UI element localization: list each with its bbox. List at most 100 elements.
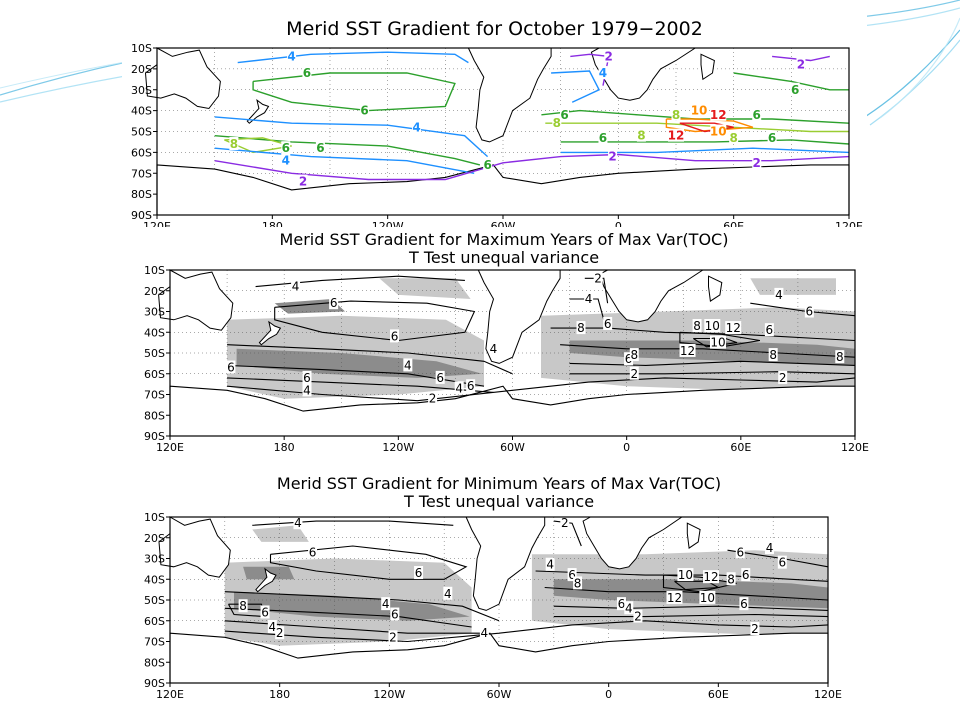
contour-label: 4 bbox=[599, 66, 607, 80]
contour-label: 8 bbox=[239, 599, 247, 613]
swoosh-stroke-4 bbox=[869, 39, 960, 126]
contour-label: 6 bbox=[360, 104, 368, 118]
contour-line-6 bbox=[224, 607, 472, 628]
y-tick-label: 40S bbox=[131, 105, 152, 118]
contour-label: 6 bbox=[618, 597, 626, 611]
contour-label-bg bbox=[403, 358, 413, 372]
contour-label-bg bbox=[624, 352, 634, 366]
contour-label-bg bbox=[752, 107, 762, 121]
contour-line-2 bbox=[772, 55, 830, 62]
contour-label-bg bbox=[293, 516, 303, 530]
contour-label: 8 bbox=[769, 348, 777, 362]
contour-label: 4 bbox=[287, 49, 295, 63]
contour-line-10 bbox=[665, 118, 754, 133]
contour-line-8 bbox=[224, 137, 292, 154]
contour-label-bg bbox=[778, 370, 788, 384]
contour-label-bg bbox=[584, 292, 594, 306]
contour-label-bg bbox=[412, 120, 421, 134]
contour-label: 8 bbox=[836, 350, 844, 364]
landmass-outline bbox=[158, 516, 231, 578]
contour-label-bg bbox=[633, 609, 643, 623]
contour-label: 4 bbox=[766, 541, 774, 555]
contour-label-bg bbox=[238, 599, 248, 613]
contour-label: 12 bbox=[703, 570, 718, 584]
contour-label-bg bbox=[608, 149, 618, 163]
contour-label: 6 bbox=[791, 83, 799, 97]
y-tick-label: 90S bbox=[144, 677, 165, 690]
contour-label-bg bbox=[260, 605, 270, 619]
contour-label-bg bbox=[275, 626, 285, 640]
x-tick-label: 120W bbox=[373, 688, 405, 701]
contour-label: 6 bbox=[560, 108, 568, 122]
contour-label-bg bbox=[466, 379, 476, 393]
contour-label: 4 bbox=[269, 620, 277, 634]
contour-label: 6 bbox=[599, 131, 607, 145]
contour-label: 2 bbox=[797, 58, 805, 72]
contour-label: 8 bbox=[230, 137, 238, 151]
contour-line-6 bbox=[269, 545, 468, 580]
contour-label: 2 bbox=[299, 175, 307, 189]
y-tick-label: 50S bbox=[131, 126, 152, 139]
contour-label-bg bbox=[388, 630, 398, 644]
y-tick-label: 60S bbox=[131, 146, 152, 159]
contour-label: 6 bbox=[604, 317, 612, 331]
contour-label-bg bbox=[454, 381, 464, 395]
contour-label-bg bbox=[765, 541, 775, 555]
y-tick-label: 10S bbox=[144, 264, 165, 277]
contour-label: 6 bbox=[766, 323, 774, 337]
landmass-outline bbox=[686, 522, 701, 549]
y-tick-label: 80S bbox=[144, 656, 165, 669]
y-tick-label: 60S bbox=[144, 368, 165, 381]
chart-panel-maximum-years: Merid SST Gradient for Maximum Years of … bbox=[133, 227, 875, 460]
contour-label: 6 bbox=[391, 608, 399, 622]
contour-label-bg bbox=[302, 66, 312, 80]
contour-label-bg bbox=[668, 128, 684, 142]
contour-label: 2 bbox=[751, 622, 759, 636]
x-tick-label: 180 bbox=[269, 688, 290, 701]
landmass-outline bbox=[258, 320, 282, 346]
contour-label-bg bbox=[616, 597, 626, 611]
contour-line-2 bbox=[584, 277, 609, 304]
y-tick-label: 50S bbox=[144, 594, 165, 607]
contour-label: 6 bbox=[625, 352, 633, 366]
x-tick-label: 120E bbox=[814, 688, 842, 701]
x-tick-label: 0 bbox=[605, 688, 612, 701]
y-tick-label: 30S bbox=[144, 553, 165, 566]
contour-line-4 bbox=[569, 371, 856, 375]
contour-label: 8 bbox=[729, 131, 737, 145]
y-tick-label: 90S bbox=[131, 209, 152, 222]
contour-label: 6 bbox=[391, 329, 399, 343]
contour-label-bg bbox=[560, 516, 570, 530]
contour-label-bg bbox=[560, 107, 570, 121]
landmass-outline bbox=[582, 516, 684, 570]
y-tick-label: 70S bbox=[144, 389, 165, 402]
contour-label: 12 bbox=[680, 344, 695, 358]
contour-label-bg bbox=[671, 107, 681, 121]
contour-line-6 bbox=[733, 72, 849, 91]
landmass-outline bbox=[467, 47, 552, 143]
contour-label-bg bbox=[552, 116, 562, 130]
contour-label-bg bbox=[390, 607, 400, 621]
landmass-outline bbox=[700, 53, 715, 81]
contour-line-4 bbox=[255, 275, 465, 288]
contour-label-bg bbox=[704, 319, 721, 333]
contour-label: 10 bbox=[691, 104, 708, 118]
contour-label: 4 bbox=[625, 601, 633, 615]
contour-line-2 bbox=[224, 620, 829, 643]
y-tick-label: 40S bbox=[144, 326, 165, 339]
contour-label: 8 bbox=[630, 348, 638, 362]
contour-label: 4 bbox=[303, 383, 311, 397]
significance-shading-dark bbox=[234, 591, 470, 621]
contour-label-bg bbox=[576, 321, 586, 335]
contour-label: 4 bbox=[294, 516, 302, 530]
contour-label-bg bbox=[796, 57, 806, 71]
contour-label-bg bbox=[725, 321, 742, 335]
contour-label-bg bbox=[768, 348, 778, 362]
x-tick-label: 60E bbox=[730, 441, 751, 454]
contour-label-bg bbox=[636, 128, 646, 142]
contour-label: 6 bbox=[568, 568, 576, 582]
contour-line-6 bbox=[214, 135, 481, 166]
contour-label-bg bbox=[281, 153, 291, 167]
contour-label: 2 bbox=[608, 150, 616, 164]
contour-label-bg bbox=[666, 590, 683, 604]
